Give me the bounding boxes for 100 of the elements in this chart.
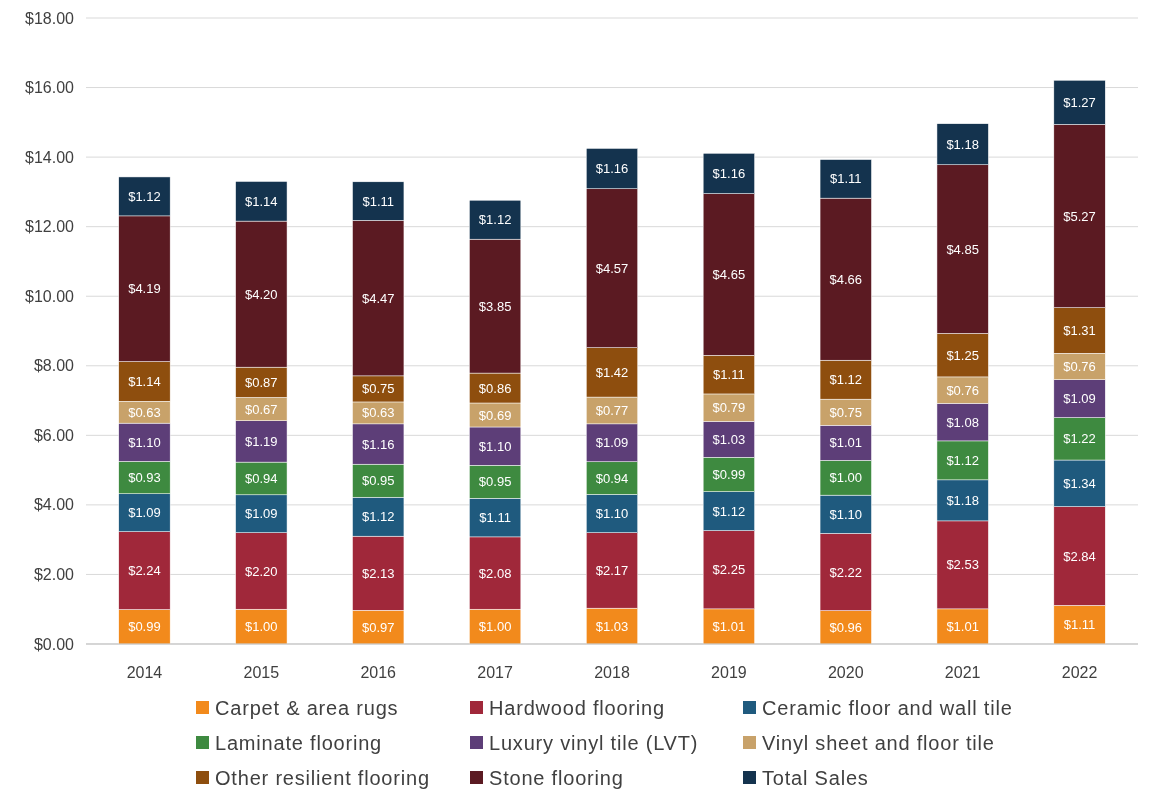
data-label: $2.20 (245, 563, 278, 579)
data-label: $4.47 (361, 290, 395, 306)
y-tick-label: $12.00 (25, 218, 75, 236)
data-label: $1.16 (712, 166, 746, 182)
y-tick-label: $18.00 (25, 9, 75, 27)
y-tick-label: $10.00 (25, 287, 75, 305)
data-label: $1.14 (128, 373, 161, 389)
data-label: $2.13 (361, 565, 395, 581)
data-label: $1.10 (478, 438, 512, 454)
legend-label: Other resilient flooring (215, 767, 430, 789)
data-label: $1.12 (829, 372, 863, 388)
y-tick-label: $0.00 (33, 635, 75, 653)
data-label: $4.85 (946, 241, 979, 257)
data-label: $0.96 (829, 619, 863, 635)
data-label: $1.11 (713, 367, 745, 383)
data-label: $1.34 (1063, 475, 1096, 491)
data-label: $1.11 (362, 193, 395, 209)
data-label: $1.12 (128, 188, 161, 204)
data-label: $4.20 (245, 286, 278, 302)
data-label: $2.84 (1063, 548, 1096, 564)
x-tick-label: 2022 (1061, 663, 1098, 681)
data-label: $0.75 (361, 381, 395, 397)
y-tick-label: $8.00 (33, 357, 75, 375)
x-tick-label: 2017 (477, 663, 514, 681)
data-label: $1.03 (595, 618, 629, 634)
y-tick-label: $2.00 (33, 566, 75, 584)
data-label: $1.00 (829, 470, 863, 486)
data-label: $1.10 (829, 506, 863, 522)
data-label: $4.57 (595, 260, 629, 276)
data-label: $2.17 (595, 562, 629, 578)
data-label: $1.10 (595, 506, 629, 522)
data-label: $1.12 (478, 212, 512, 228)
data-label: $1.09 (245, 506, 278, 522)
data-label: $1.11 (829, 171, 862, 187)
x-tick-label: 2016 (360, 663, 397, 681)
data-label: $0.93 (128, 470, 161, 486)
data-label: $1.14 (245, 193, 278, 209)
y-tick-label: $16.00 (25, 79, 75, 97)
data-label: $4.65 (712, 267, 746, 283)
legend-label: Total Sales (762, 767, 869, 789)
data-label: $0.63 (361, 405, 395, 421)
y-tick-label: $6.00 (33, 426, 75, 444)
data-label: $1.10 (128, 434, 161, 450)
data-label: $1.19 (245, 433, 278, 449)
x-tick-label: 2020 (827, 663, 864, 681)
data-label: $1.12 (712, 503, 746, 519)
data-label: $2.08 (478, 565, 512, 581)
data-label: $0.87 (245, 374, 278, 390)
data-label: $0.97 (361, 619, 395, 635)
data-label: $1.27 (1063, 94, 1096, 110)
legend-label: Laminate flooring (215, 732, 383, 754)
data-label: $0.75 (829, 404, 863, 420)
data-label: $1.18 (946, 492, 979, 508)
data-label: $2.53 (946, 557, 979, 573)
data-label: $1.31 (1063, 323, 1096, 339)
data-label: $0.95 (478, 474, 512, 490)
data-label: $3.85 (478, 298, 512, 314)
data-label: $0.67 (245, 401, 278, 417)
data-label: $0.63 (128, 404, 161, 420)
data-label: $0.99 (712, 467, 746, 483)
legend-label: Ceramic floor and wall tile (762, 697, 1013, 719)
x-tick-label: 2018 (594, 663, 630, 681)
data-label: $1.11 (1063, 617, 1096, 633)
data-label: $1.25 (946, 347, 979, 363)
data-label: $0.95 (361, 473, 395, 489)
data-label: $1.16 (595, 161, 629, 177)
data-label: $1.11 (479, 510, 511, 526)
data-label: $1.18 (946, 136, 979, 152)
x-tick-label: 2019 (711, 663, 747, 681)
x-tick-label: 2021 (944, 663, 981, 681)
data-label: $0.79 (712, 400, 746, 416)
data-label: $0.94 (595, 470, 629, 486)
data-label: $1.01 (712, 618, 746, 634)
data-label: $2.25 (712, 562, 746, 578)
data-label: $0.86 (478, 380, 512, 396)
data-label: $0.99 (128, 619, 161, 635)
data-label: $0.76 (946, 382, 979, 398)
data-label: $1.00 (478, 619, 512, 635)
data-label: $1.01 (946, 618, 979, 634)
data-label: $1.22 (1063, 431, 1096, 447)
x-tick-label: 2015 (243, 663, 280, 681)
data-label: $1.00 (245, 619, 278, 635)
data-label: $0.76 (1063, 359, 1096, 375)
data-label: $1.09 (128, 505, 161, 521)
data-label: $1.09 (1063, 391, 1096, 407)
legend-label: Hardwood flooring (489, 697, 665, 719)
data-label: $1.12 (361, 509, 395, 525)
legend-label: Vinyl sheet and floor tile (762, 732, 995, 754)
data-label: $1.08 (946, 414, 979, 430)
data-label: $2.22 (829, 564, 863, 580)
data-label: $1.16 (361, 436, 395, 452)
data-label: $0.77 (595, 403, 629, 419)
y-tick-label: $4.00 (33, 496, 75, 514)
data-label: $1.01 (829, 435, 863, 451)
data-label: $1.12 (946, 452, 979, 468)
data-label: $5.27 (1063, 208, 1096, 224)
legend-label: Carpet & area rugs (215, 697, 399, 719)
legend-label: Luxury vinyl tile (LVT) (489, 732, 699, 754)
data-label: $1.42 (595, 364, 629, 380)
data-label: $1.09 (595, 435, 629, 451)
